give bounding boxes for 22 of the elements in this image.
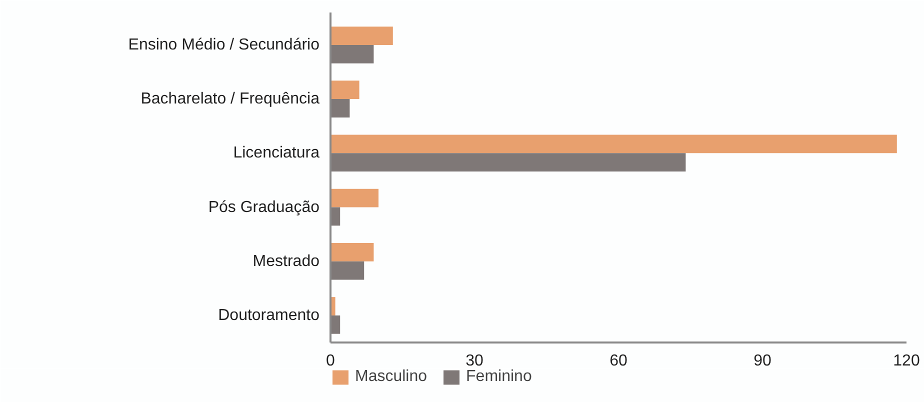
bar (330, 153, 686, 172)
bar (330, 134, 897, 154)
bar (330, 44, 374, 64)
y-tick-label: Pós Graduação (208, 198, 320, 216)
x-tick-label: 30 (466, 352, 484, 370)
bar (330, 99, 350, 118)
bar (330, 188, 378, 208)
y-tick-label: Mestrado (252, 252, 320, 270)
bar (330, 242, 374, 262)
x-tick-label: 60 (610, 352, 628, 370)
legend-label: Feminino (466, 368, 532, 386)
legend-label: Masculino (355, 368, 428, 386)
bar (330, 26, 393, 45)
y-tick-label: Licenciatura (233, 144, 320, 162)
x-tick-label: 120 (893, 352, 920, 370)
x-tick-label: 0 (326, 352, 336, 370)
bar (330, 261, 364, 280)
y-tick-label: Doutoramento (218, 306, 320, 324)
bar (330, 80, 360, 100)
y-tick-label: Bacharelato / Frequência (140, 90, 320, 108)
x-tick-label: 90 (754, 352, 772, 370)
y-tick-label: Ensino Médio / Secundário (128, 36, 320, 54)
